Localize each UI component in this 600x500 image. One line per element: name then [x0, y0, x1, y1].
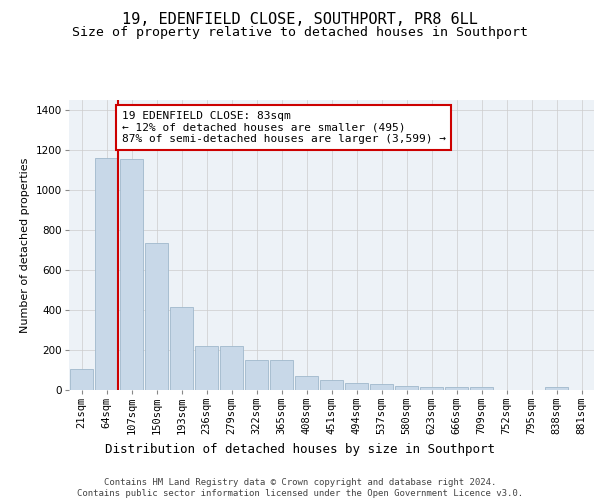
Bar [320, 380, 343, 390]
Bar [245, 360, 268, 390]
Bar [220, 346, 243, 390]
Text: 19, EDENFIELD CLOSE, SOUTHPORT, PR8 6LL: 19, EDENFIELD CLOSE, SOUTHPORT, PR8 6LL [122, 12, 478, 28]
Text: Size of property relative to detached houses in Southport: Size of property relative to detached ho… [72, 26, 528, 39]
Bar [445, 388, 468, 390]
Bar [145, 243, 168, 390]
Bar [195, 346, 218, 390]
Y-axis label: Number of detached properties: Number of detached properties [20, 158, 30, 332]
Bar [295, 376, 318, 390]
Bar [420, 387, 443, 390]
Bar [270, 360, 293, 390]
Bar [170, 307, 193, 390]
Bar [345, 383, 368, 390]
Bar [470, 388, 493, 390]
Text: 19 EDENFIELD CLOSE: 83sqm
← 12% of detached houses are smaller (495)
87% of semi: 19 EDENFIELD CLOSE: 83sqm ← 12% of detac… [121, 111, 445, 144]
Bar [95, 158, 118, 390]
Bar [370, 384, 393, 390]
Text: Contains HM Land Registry data © Crown copyright and database right 2024.
Contai: Contains HM Land Registry data © Crown c… [77, 478, 523, 498]
Bar [120, 159, 143, 390]
Bar [545, 388, 568, 390]
Bar [70, 369, 93, 390]
Text: Distribution of detached houses by size in Southport: Distribution of detached houses by size … [105, 442, 495, 456]
Bar [395, 386, 418, 390]
